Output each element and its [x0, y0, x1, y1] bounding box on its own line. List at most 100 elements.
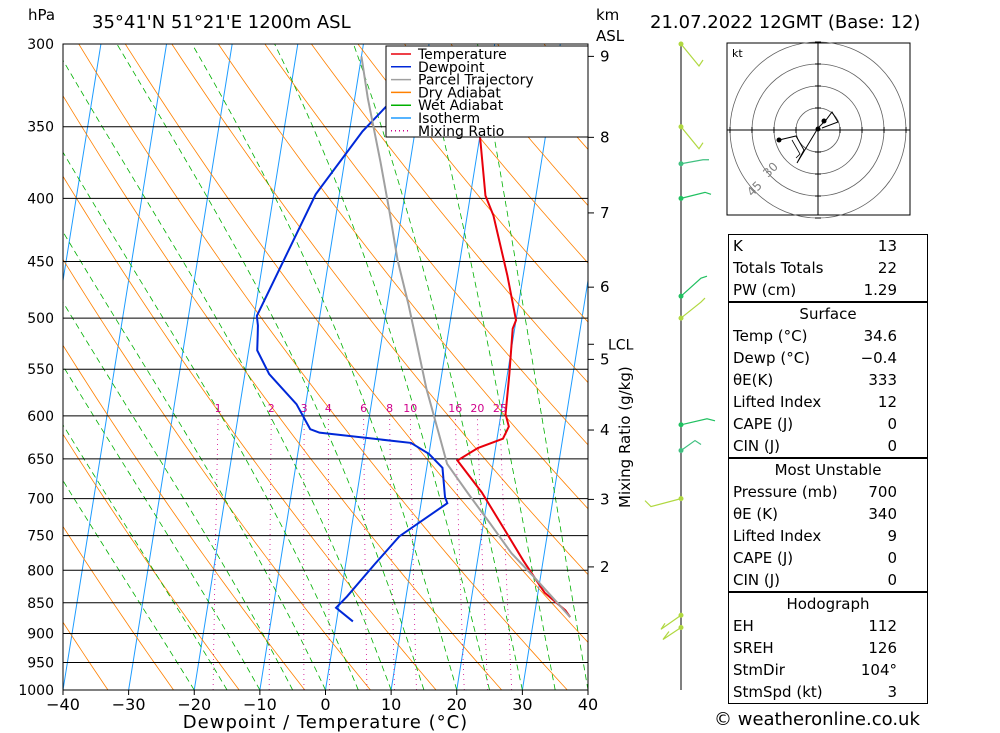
index-row: SREH 126: [729, 637, 927, 659]
mixing-ratio-label: 16: [448, 402, 462, 415]
index-value: 22: [877, 259, 897, 277]
mixing-ratio-label: 2: [268, 402, 275, 415]
index-value: 13: [877, 237, 897, 255]
copyright-footer[interactable]: © weatheronline.co.uk: [714, 709, 920, 730]
index-row: EH 112: [729, 615, 927, 637]
legend-entry: Dewpoint: [418, 60, 485, 76]
index-value: 700: [868, 483, 897, 501]
height-unit-asl: ASL: [596, 27, 625, 45]
hodograph-unit-label: kt: [732, 47, 743, 60]
index-label: Lifted Index: [733, 393, 822, 411]
height-tick-label: 6: [600, 278, 610, 296]
legend-entry: Parcel Trajectory: [418, 73, 534, 89]
index-value: 0: [887, 571, 897, 589]
most-unstable-title: Most Unstable: [729, 458, 927, 481]
series-dewpoint: [255, 45, 449, 623]
hodograph-point: [821, 118, 827, 124]
hodograph-point: [815, 126, 821, 132]
wet-adiabat-line: [116, 44, 425, 690]
dry-adiabat-line: [63, 258, 371, 690]
mixing-ratio-label: 4: [325, 402, 332, 415]
index-label: Lifted Index: [733, 527, 822, 545]
indices-table: K 13 Totals Totals 22 PW (cm) 1.29 Surface Te…: [728, 234, 928, 704]
pressure-tick-label: 700: [27, 492, 54, 508]
index-label: CAPE (J): [733, 549, 794, 567]
pressure-tick-label: 500: [27, 311, 54, 327]
isotherm-line: [193, 44, 299, 690]
index-value: 104°: [860, 661, 897, 679]
x-axis-label: Dewpoint / Temperature (°C): [183, 712, 468, 733]
pressure-tick-label: 950: [27, 655, 54, 671]
index-value: 126: [868, 639, 897, 657]
pressure-unit-label: hPa: [28, 6, 56, 24]
wind-barb: [644, 498, 682, 508]
dry-adiabat-line: [357, 44, 588, 323]
index-row: Dewp (°C) −0.4: [729, 347, 927, 369]
index-value: 34.6: [863, 327, 897, 345]
hodograph-trace-inner: [791, 139, 801, 159]
wind-barb: [662, 626, 682, 640]
index-label: CIN (J): [733, 571, 781, 589]
x-tick-label: 10: [381, 695, 401, 714]
wet-adiabat-line: [477, 44, 588, 690]
mixing-ratio-label: 10: [403, 402, 417, 415]
mixing-ratio-label: 6: [360, 402, 367, 415]
index-row: K 13: [729, 235, 927, 257]
hodograph-title: Hodograph: [729, 592, 927, 615]
index-value: 1.29: [863, 281, 897, 299]
index-label: CAPE (J): [733, 415, 794, 433]
legend-entry: Temperature: [417, 47, 507, 63]
pressure-tick-label: 850: [27, 596, 54, 612]
index-row: StmDir 104°: [729, 659, 927, 681]
legend-box: [385, 45, 589, 138]
index-row: Temp (°C) 34.6: [729, 325, 927, 347]
wet-adiabat-line: [63, 151, 359, 690]
x-tick-label: 40: [578, 695, 598, 714]
x-tick-label: 30: [512, 695, 532, 714]
isotherm-line: [63, 44, 102, 284]
height-tick-label: 3: [600, 490, 610, 508]
wind-barb: [680, 43, 704, 68]
mixing-ratio-line: [499, 415, 513, 690]
index-row: CIN (J) 0: [729, 435, 927, 457]
index-row: Totals Totals 22: [729, 257, 927, 279]
axes: 3003504004505005506006507007508008509009…: [18, 37, 634, 733]
index-label: θE (K): [733, 505, 778, 523]
wet-adiabat-line: [63, 301, 294, 690]
hodograph-point: [776, 137, 782, 143]
index-value: −0.4: [860, 349, 897, 367]
pressure-tick-label: 550: [27, 362, 54, 378]
index-label: Pressure (mb): [733, 483, 838, 501]
index-row: PW (cm) 1.29: [729, 279, 927, 301]
x-tick-label: −30: [112, 695, 146, 714]
surface-title: Surface: [729, 302, 927, 325]
index-label: PW (cm): [733, 281, 797, 299]
mixing-ratio-line: [268, 415, 272, 690]
dry-adiabat-line: [124, 44, 588, 643]
x-tick-label: 20: [447, 695, 467, 714]
dry-adiabat-line: [63, 621, 109, 690]
index-value: 0: [887, 437, 897, 455]
location-title: 35°41'N 51°21'E 1200m ASL: [92, 12, 351, 33]
pressure-tick-label: 450: [27, 255, 54, 271]
pressure-tick-label: 1000: [18, 683, 54, 699]
wet-adiabat-line: [420, 44, 556, 690]
most-unstable-section: Most Unstable Pressure (mb) 700 θE (K) 340 L…: [729, 457, 927, 591]
legend-entry: Dry Adiabat: [418, 85, 501, 101]
legend-entry: Mixing Ratio: [418, 124, 504, 140]
wet-adiabat-line: [274, 44, 490, 690]
wind-barb: [660, 614, 682, 630]
pressure-tick-label: 750: [27, 529, 54, 545]
mixing-ratio-label: 25: [493, 402, 507, 415]
pressure-tick-label: 300: [27, 37, 54, 53]
index-value: 340: [868, 505, 897, 523]
pressure-tick-label: 350: [27, 120, 54, 136]
pressure-tick-label: 650: [27, 452, 54, 468]
mixing-ratio-label: 8: [386, 402, 393, 415]
surface-section: Surface Temp (°C) 34.6 Dewp (°C) −0.4 θE(K) 3…: [729, 301, 927, 457]
index-row: θE(K) 333: [729, 369, 927, 391]
index-row: CAPE (J) 0: [729, 547, 927, 569]
